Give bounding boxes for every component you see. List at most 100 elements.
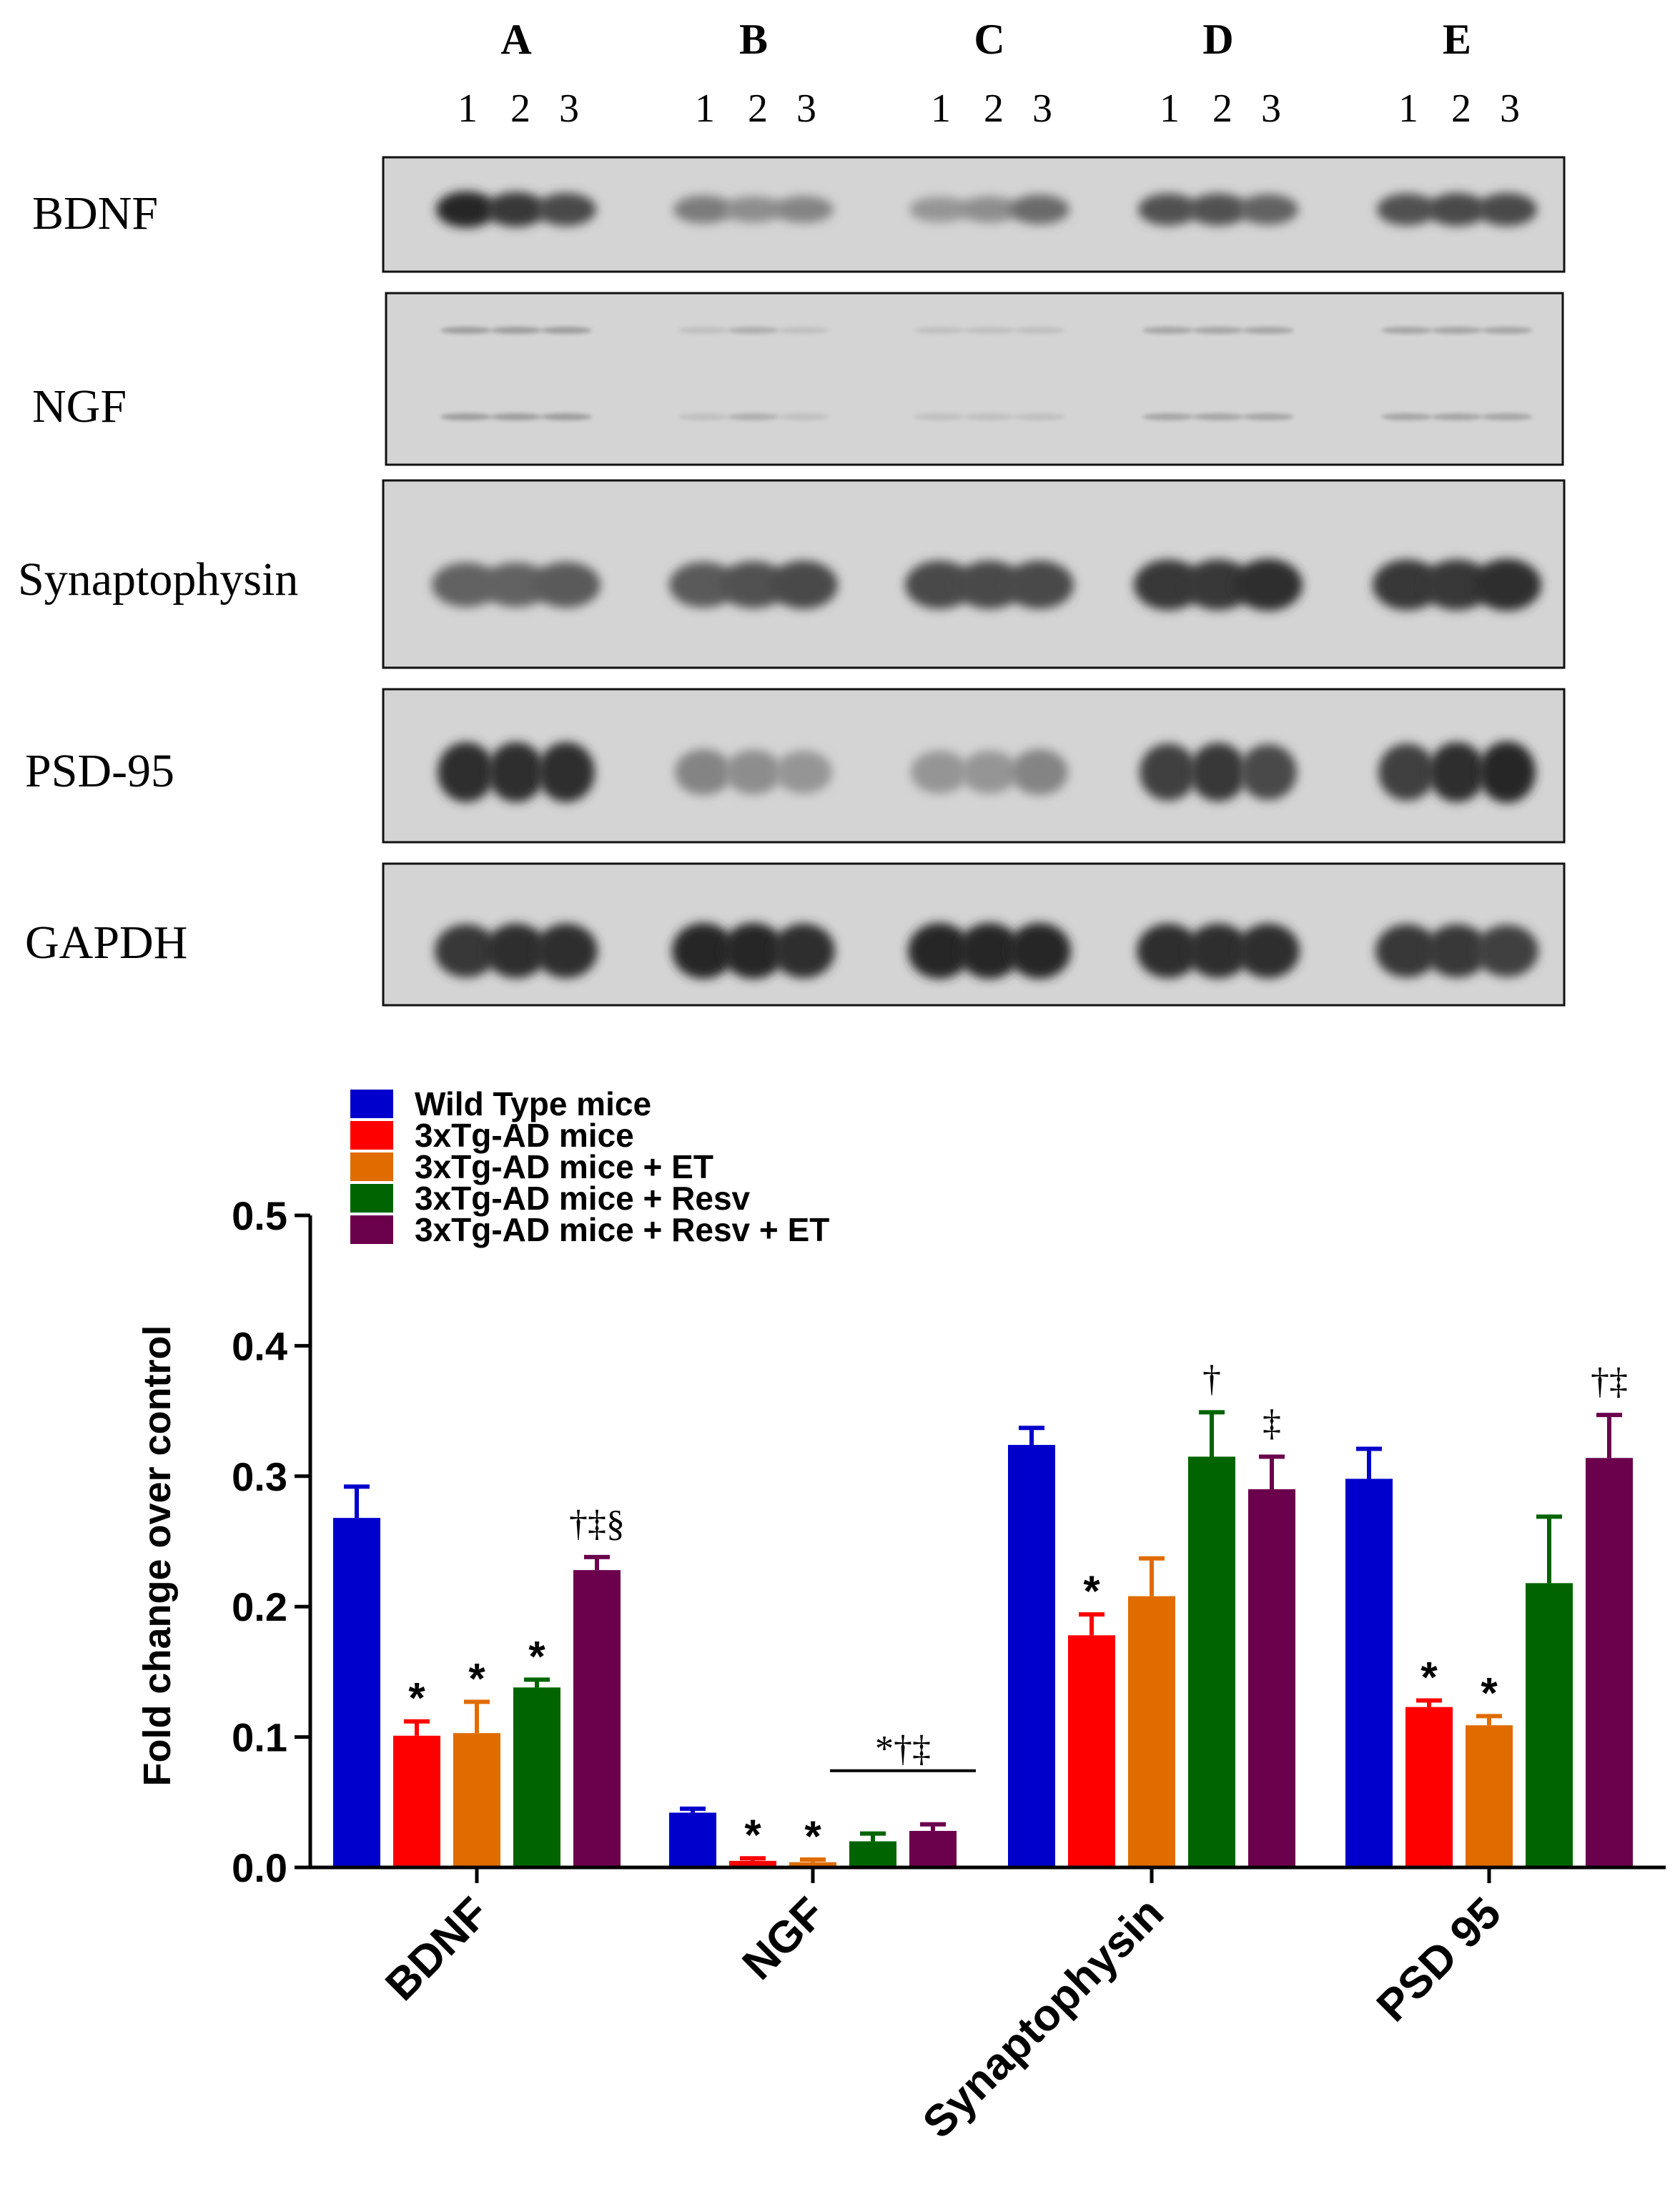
legend-swatch	[350, 1121, 393, 1150]
blot-band	[1234, 558, 1303, 611]
x-ticks: BDNF NGF Synaptophysin PSD 95	[376, 1867, 1511, 2148]
blot-band	[540, 413, 592, 420]
blot-band	[1192, 327, 1244, 334]
y-tick-label: 0.0	[232, 1845, 287, 1890]
blot-lane-label: 1	[931, 87, 951, 131]
blot-band	[1188, 193, 1248, 226]
blot-band	[772, 923, 835, 979]
bar-ngf	[849, 1841, 896, 1867]
blot-band	[961, 750, 1018, 794]
blot-band	[964, 327, 1015, 334]
blot-row-ngf: NGF	[32, 292, 1564, 466]
bar-psd-95	[1466, 1725, 1513, 1867]
x-axis: BDNF NGF Synaptophysin PSD 95	[310, 1865, 1666, 2148]
bar-ngf	[669, 1812, 716, 1867]
bar-synaptophysin	[1128, 1596, 1175, 1867]
x-tick-label: BDNF	[376, 1888, 498, 2010]
blot-group-labels: A B C D E	[500, 16, 1471, 63]
significance-marks: * * *†‡§* **†‡*†‡* *†‡	[408, 1358, 1628, 1860]
y-tick-label: 0.2	[232, 1584, 287, 1629]
blot-lane-label: 3	[796, 87, 816, 131]
blot-band	[1014, 413, 1065, 420]
blot-lane-label: 2	[1451, 87, 1471, 131]
blot-band	[1140, 743, 1197, 801]
blot-band	[532, 561, 601, 608]
blot-membrane	[385, 292, 1564, 466]
blot-band	[778, 327, 829, 334]
blot-band	[1014, 327, 1065, 334]
blot-band	[1476, 924, 1538, 977]
legend-swatch	[350, 1090, 393, 1118]
blot-band	[1431, 327, 1483, 334]
blot-band	[728, 413, 779, 420]
blot-band	[905, 561, 974, 609]
blot-lane-label: 3	[1261, 87, 1281, 131]
blot-band	[1242, 327, 1294, 334]
blot-lane-label: 2	[1212, 87, 1232, 131]
bar-bdnf	[453, 1733, 500, 1867]
significance-mark: *	[1420, 1654, 1438, 1702]
blot-band	[1473, 558, 1541, 611]
blot-band	[1138, 193, 1198, 226]
blot-band	[1142, 327, 1194, 334]
blot-band	[678, 413, 729, 420]
blot-band	[955, 561, 1024, 609]
blot-band	[486, 192, 546, 227]
blot-band	[440, 413, 492, 420]
blot-band	[959, 196, 1019, 223]
blot-band	[1142, 413, 1194, 420]
bars	[333, 1445, 1633, 1867]
blot-band	[435, 924, 498, 978]
blot-band	[914, 327, 965, 334]
blot-row-psd-95: PSD-95	[25, 688, 1566, 844]
significance-mark: ‡	[1263, 1403, 1281, 1443]
significance-mark: †	[1202, 1358, 1221, 1399]
blot-band	[1427, 192, 1487, 227]
blot-band	[1237, 923, 1300, 979]
blot-band	[778, 413, 829, 420]
bar-ngf	[729, 1860, 776, 1867]
blot-band	[908, 922, 971, 979]
blot-band	[914, 413, 965, 420]
blot-band	[440, 327, 492, 334]
blot-band	[1192, 413, 1244, 420]
blot-band	[1478, 741, 1536, 804]
blot-band	[1238, 194, 1298, 225]
blot-band	[722, 922, 785, 979]
blot-band	[725, 749, 782, 795]
blot-band	[432, 562, 500, 608]
y-tick-label: 0.5	[232, 1193, 287, 1238]
blot-band	[1425, 924, 1488, 978]
y-axis: 0.0 0.1 0.2 0.3 0.4 0.5 Fold change over cont…	[136, 1193, 312, 1890]
bar-synaptophysin	[1188, 1456, 1235, 1867]
blot-group-label: B	[739, 16, 768, 63]
legend-swatch	[350, 1215, 393, 1244]
blot-band	[1137, 923, 1200, 979]
bar-psd-95	[1586, 1458, 1633, 1867]
bar-psd-95	[1405, 1707, 1453, 1867]
bar-synaptophysin	[1068, 1635, 1115, 1867]
blot-band	[909, 197, 969, 222]
y-axis-label: Fold change over control	[136, 1325, 179, 1786]
blot-band	[1011, 749, 1068, 796]
significance-mark: *	[744, 1811, 761, 1859]
blot-lane-label: 1	[695, 87, 715, 131]
blot-group-label: E	[1443, 16, 1471, 63]
blot-band	[958, 922, 1021, 979]
bar-bdnf	[513, 1687, 560, 1867]
bar-bdnf	[393, 1735, 440, 1867]
significance-mark: *	[804, 1812, 821, 1860]
bar-synaptophysin	[1008, 1445, 1055, 1867]
x-tick-label: PSD 95	[1368, 1888, 1511, 2031]
blot-band	[1431, 413, 1483, 420]
blot-band	[1187, 923, 1250, 979]
blot-band	[538, 741, 595, 803]
blot-band	[1381, 327, 1433, 334]
blot-group-label: A	[500, 16, 531, 63]
bar-psd-95	[1526, 1583, 1573, 1867]
blot-band	[678, 327, 729, 334]
